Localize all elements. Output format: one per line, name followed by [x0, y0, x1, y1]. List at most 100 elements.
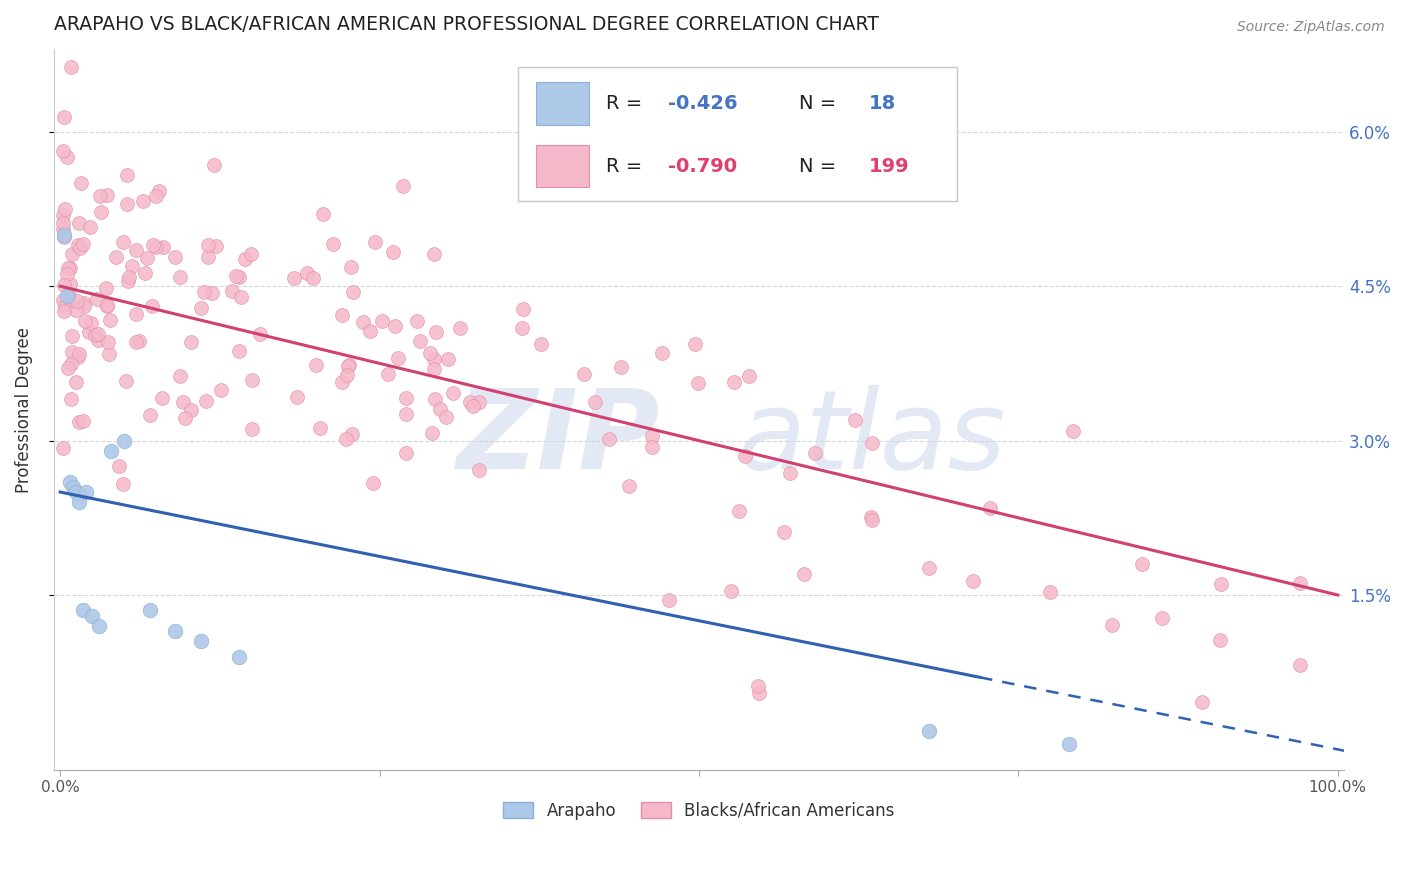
Point	[1289, 576, 1312, 591]
Point	[148, 184, 170, 198]
Point	[52, 208, 75, 222]
Point	[53, 227, 76, 242]
Point	[59, 260, 82, 275]
Point	[406, 314, 429, 328]
Point	[62, 247, 84, 261]
Point	[60, 60, 83, 74]
Point	[97, 334, 120, 349]
Point	[53, 304, 76, 318]
Point	[330, 308, 353, 322]
Point	[370, 314, 392, 328]
Point	[1150, 611, 1173, 625]
Point	[134, 266, 156, 280]
Point	[337, 358, 360, 372]
Point	[96, 299, 118, 313]
Point	[425, 326, 447, 340]
Point	[67, 485, 90, 500]
Point	[283, 270, 305, 285]
Point	[193, 285, 215, 299]
Point	[52, 221, 75, 235]
Point	[395, 446, 418, 460]
Point	[128, 334, 150, 348]
Point	[52, 144, 75, 158]
Point	[651, 346, 673, 360]
Point	[773, 525, 796, 540]
Point	[458, 394, 481, 409]
Point	[94, 281, 117, 295]
Point	[53, 229, 76, 244]
Point	[1130, 557, 1153, 571]
Point	[225, 269, 247, 284]
Point	[610, 359, 633, 374]
Point	[108, 458, 131, 473]
Point	[804, 445, 827, 459]
Point	[72, 237, 94, 252]
Point	[87, 326, 110, 341]
Point	[392, 179, 415, 194]
Point	[152, 240, 174, 254]
Point	[138, 603, 160, 617]
Point	[221, 284, 243, 298]
Point	[423, 392, 446, 407]
Point	[337, 359, 360, 373]
Point	[72, 603, 94, 617]
Point	[658, 592, 681, 607]
Point	[387, 351, 409, 365]
Point	[332, 376, 354, 390]
Point	[335, 432, 357, 446]
Point	[233, 252, 256, 266]
Text: ARAPAHO VS BLACK/AFRICAN AMERICAN PROFESSIONAL DEGREE CORRELATION CHART: ARAPAHO VS BLACK/AFRICAN AMERICAN PROFES…	[53, 15, 879, 34]
Point	[641, 440, 664, 454]
Point	[423, 246, 446, 260]
Point	[165, 624, 187, 638]
Point	[860, 513, 883, 527]
Point	[468, 463, 491, 477]
Point	[66, 293, 89, 308]
Point	[180, 334, 202, 349]
Point	[75, 485, 97, 500]
Point	[66, 350, 89, 364]
Point	[1039, 585, 1062, 599]
Point	[67, 347, 90, 361]
Point	[55, 267, 77, 281]
Point	[340, 427, 363, 442]
Point	[56, 361, 79, 376]
Point	[52, 441, 75, 455]
Point	[641, 429, 664, 443]
Point	[463, 400, 485, 414]
Point	[860, 435, 883, 450]
Point	[738, 369, 761, 384]
Point	[65, 302, 87, 317]
Point	[80, 316, 103, 330]
Point	[201, 285, 224, 300]
Point	[59, 392, 82, 407]
Point	[72, 414, 94, 428]
Point	[87, 333, 110, 347]
Point	[52, 293, 75, 307]
Point	[239, 247, 262, 261]
Point	[202, 157, 225, 171]
Point	[340, 260, 363, 274]
Point	[204, 239, 226, 253]
Point	[58, 286, 80, 301]
Point	[111, 235, 134, 249]
Point	[86, 292, 108, 306]
Point	[917, 561, 939, 575]
Point	[240, 422, 263, 436]
Point	[419, 346, 441, 360]
Point	[287, 390, 309, 404]
Point	[409, 334, 432, 349]
Point	[55, 299, 77, 313]
Point	[190, 634, 212, 648]
Point	[441, 386, 464, 401]
Point	[179, 403, 201, 417]
Point	[617, 478, 640, 492]
Y-axis label: Professional Degree: Professional Degree	[15, 326, 32, 492]
Point	[118, 270, 141, 285]
Point	[249, 327, 271, 342]
Point	[117, 169, 139, 183]
Point	[141, 300, 163, 314]
Point	[190, 301, 212, 316]
Point	[510, 321, 533, 335]
Point	[1289, 658, 1312, 673]
